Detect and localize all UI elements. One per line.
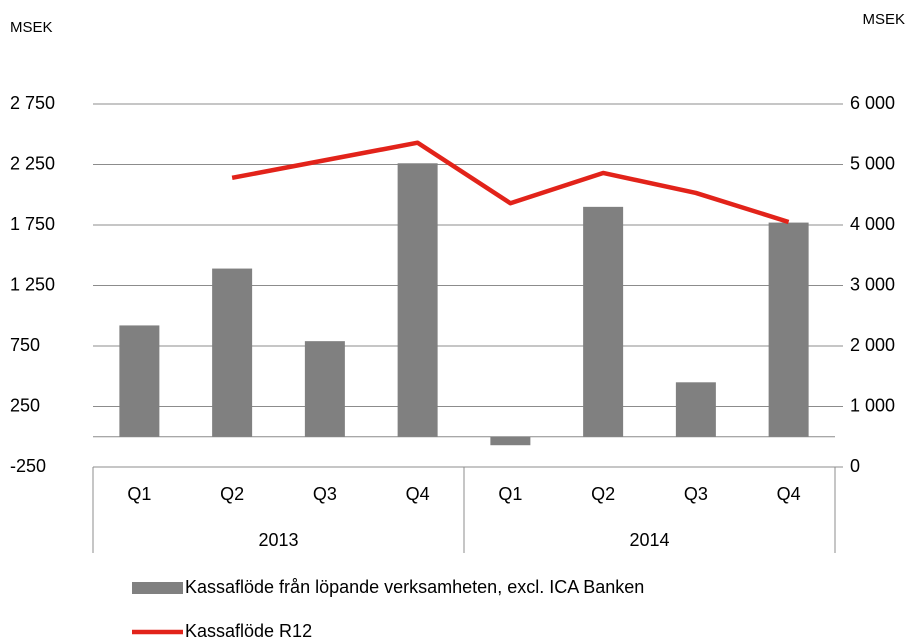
x-tick-label: Q1 xyxy=(127,484,151,504)
line xyxy=(231,140,790,225)
bar xyxy=(768,222,809,437)
y-axis-label: MSEK xyxy=(10,19,53,36)
x-tick-label: Q3 xyxy=(313,484,337,504)
group-label: 2014 xyxy=(629,530,669,550)
y-tick-label: 750 xyxy=(10,335,40,355)
x-tick-label: Q4 xyxy=(777,484,801,504)
y-tick-label: 2 750 xyxy=(10,93,55,113)
x-tick-label: Q2 xyxy=(220,484,244,504)
x-tick-label: Q1 xyxy=(498,484,522,504)
bar xyxy=(397,163,438,437)
y2-axis-label: MSEK xyxy=(862,11,905,28)
y-tick-label: 2 250 xyxy=(10,153,55,173)
y2-tick-label: 2 000 xyxy=(850,335,895,355)
y2-tick-label: 1 000 xyxy=(850,395,895,415)
y-tick-label: 250 xyxy=(10,395,40,415)
bar xyxy=(583,206,624,437)
legend-label: Kassaflöde R12 xyxy=(185,621,312,641)
legend-label: Kassaflöde från löpande verksamheten, ex… xyxy=(185,577,644,597)
y2-tick-label: 3 000 xyxy=(850,274,895,294)
bar xyxy=(675,382,716,437)
x-tick-label: Q2 xyxy=(591,484,615,504)
bar xyxy=(304,341,345,437)
x-tick-label: Q4 xyxy=(406,484,430,504)
y-tick-label: 1 250 xyxy=(10,274,55,294)
bar xyxy=(119,325,160,437)
y-tick-label: -250 xyxy=(10,456,46,476)
bar xyxy=(490,436,531,446)
y2-tick-label: 0 xyxy=(850,456,860,476)
bar xyxy=(212,268,253,437)
y-tick-label: 1 750 xyxy=(10,214,55,234)
group-label: 2013 xyxy=(258,530,298,550)
x-tick-label: Q3 xyxy=(684,484,708,504)
y2-tick-label: 4 000 xyxy=(850,214,895,234)
legend-swatch xyxy=(132,582,183,594)
y2-tick-label: 5 000 xyxy=(850,153,895,173)
y2-tick-label: 6 000 xyxy=(850,93,895,113)
